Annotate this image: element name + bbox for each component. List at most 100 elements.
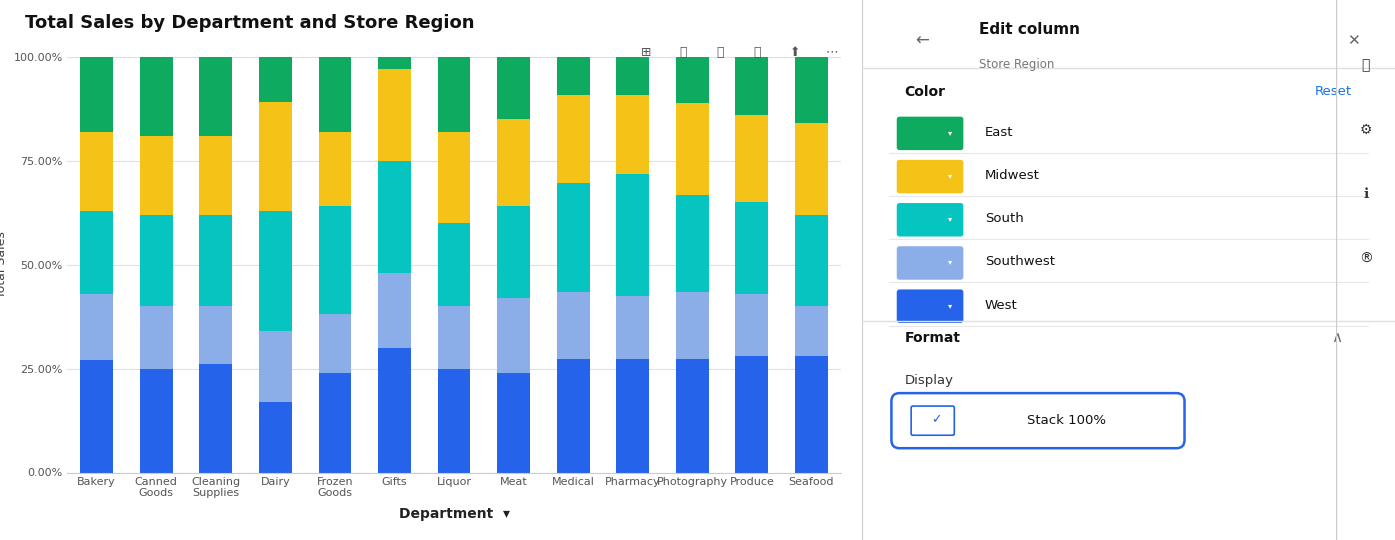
Bar — [140, 57, 173, 136]
Bar — [617, 174, 649, 296]
Bar — [81, 57, 113, 132]
Bar — [497, 57, 530, 119]
Bar — [378, 348, 412, 472]
Text: South: South — [985, 212, 1024, 225]
Bar — [677, 57, 709, 103]
Text: ▾: ▾ — [949, 258, 953, 266]
Text: Color: Color — [905, 85, 946, 99]
Bar — [318, 314, 352, 373]
Bar — [199, 136, 232, 215]
Bar — [617, 57, 649, 94]
Bar — [617, 359, 649, 472]
Bar — [259, 211, 292, 331]
Bar — [140, 215, 173, 306]
Bar — [557, 183, 590, 292]
Text: ▾: ▾ — [949, 171, 953, 180]
Bar — [795, 306, 827, 356]
Text: ⊞: ⊞ — [640, 46, 651, 59]
Bar — [318, 132, 352, 206]
Text: West: West — [985, 299, 1017, 312]
Bar — [259, 331, 292, 402]
Text: Display: Display — [905, 374, 954, 387]
Bar — [378, 57, 412, 69]
Bar — [318, 373, 352, 472]
Text: ∧: ∧ — [1331, 330, 1342, 345]
Bar — [140, 136, 173, 215]
Bar — [557, 359, 590, 472]
Text: Total Sales by Department and Store Region: Total Sales by Department and Store Regi… — [25, 14, 474, 31]
FancyBboxPatch shape — [897, 289, 964, 323]
Bar — [677, 359, 709, 472]
Text: 📊: 📊 — [1362, 58, 1370, 72]
Bar — [199, 215, 232, 306]
Bar — [735, 294, 769, 356]
Text: ℹ: ℹ — [1363, 187, 1368, 201]
Text: Edit column: Edit column — [979, 22, 1080, 37]
Bar — [438, 306, 470, 368]
Bar — [795, 356, 827, 472]
Text: ▾: ▾ — [949, 214, 953, 223]
Bar — [677, 292, 709, 359]
Text: ⬆: ⬆ — [790, 46, 799, 59]
Text: ⚙: ⚙ — [1360, 123, 1371, 137]
Bar — [259, 57, 292, 103]
Bar — [318, 57, 352, 132]
Bar — [497, 298, 530, 373]
Bar — [378, 273, 412, 348]
Bar — [259, 402, 292, 472]
Text: 📊: 📊 — [679, 46, 686, 59]
Bar — [677, 103, 709, 195]
FancyBboxPatch shape — [891, 393, 1184, 448]
Text: ←: ← — [915, 31, 929, 50]
Bar — [735, 57, 769, 115]
Bar — [557, 57, 590, 94]
Bar — [259, 103, 292, 211]
Text: Stack 100%: Stack 100% — [1027, 414, 1106, 427]
Bar — [81, 294, 113, 360]
Bar — [199, 306, 232, 364]
Bar — [557, 94, 590, 183]
Text: Store Region: Store Region — [979, 58, 1055, 71]
Text: ✓: ✓ — [932, 414, 942, 427]
Bar — [677, 195, 709, 292]
Bar — [735, 202, 769, 294]
Text: ▾: ▾ — [949, 128, 953, 137]
Bar — [140, 368, 173, 472]
FancyBboxPatch shape — [897, 117, 964, 150]
Text: Southwest: Southwest — [985, 255, 1055, 268]
Text: Format: Format — [905, 330, 961, 345]
Bar — [557, 292, 590, 359]
Bar — [438, 368, 470, 472]
Text: Midwest: Midwest — [985, 169, 1039, 182]
Text: 📌: 📌 — [717, 46, 724, 59]
FancyBboxPatch shape — [897, 160, 964, 193]
Text: ⋯: ⋯ — [826, 46, 838, 59]
Bar — [81, 132, 113, 211]
Bar — [735, 115, 769, 202]
Bar — [795, 57, 827, 123]
Bar — [497, 119, 530, 206]
Bar — [81, 211, 113, 294]
Bar — [378, 69, 412, 160]
FancyBboxPatch shape — [897, 203, 964, 237]
Bar — [438, 223, 470, 306]
FancyBboxPatch shape — [897, 246, 964, 280]
Bar — [497, 206, 530, 298]
X-axis label: Department  ▾: Department ▾ — [399, 507, 509, 521]
Bar — [378, 160, 412, 273]
Bar — [438, 57, 470, 132]
Text: ®: ® — [1359, 252, 1373, 266]
Text: 💡: 💡 — [753, 46, 762, 59]
Bar — [81, 360, 113, 472]
Bar — [318, 206, 352, 314]
Bar — [617, 94, 649, 174]
Text: East: East — [985, 126, 1013, 139]
FancyBboxPatch shape — [911, 406, 954, 435]
Bar — [795, 215, 827, 306]
Bar — [140, 306, 173, 368]
Bar — [617, 296, 649, 359]
Bar — [735, 356, 769, 472]
Bar — [199, 57, 232, 136]
Text: ✕: ✕ — [1348, 33, 1360, 48]
Bar — [497, 373, 530, 472]
